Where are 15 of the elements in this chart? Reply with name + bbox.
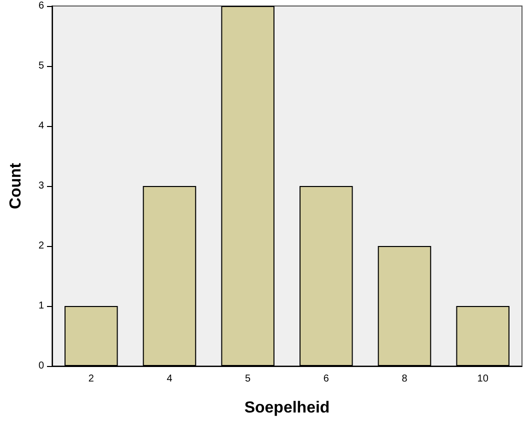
x-tick-label: 4 — [166, 374, 173, 384]
x-axis-title: Soepelheid — [244, 400, 330, 416]
y-tick-label: 2 — [38, 240, 44, 252]
y-tick-label: 5 — [38, 60, 44, 72]
x-tick-label: 6 — [323, 374, 330, 384]
y-tick-label: 1 — [38, 300, 44, 312]
y-tick-label: 3 — [38, 180, 44, 192]
y-tick-label: 0 — [38, 360, 44, 372]
y-tick-label: 4 — [38, 120, 44, 132]
x-tick-label: 8 — [402, 374, 408, 384]
y-tick-label: 6 — [38, 0, 44, 12]
x-tick-label: 2 — [88, 374, 94, 384]
x-tick-label: 5 — [245, 374, 252, 384]
y-axis-title: Count — [8, 162, 24, 210]
x-tick-label: 10 — [477, 374, 489, 384]
